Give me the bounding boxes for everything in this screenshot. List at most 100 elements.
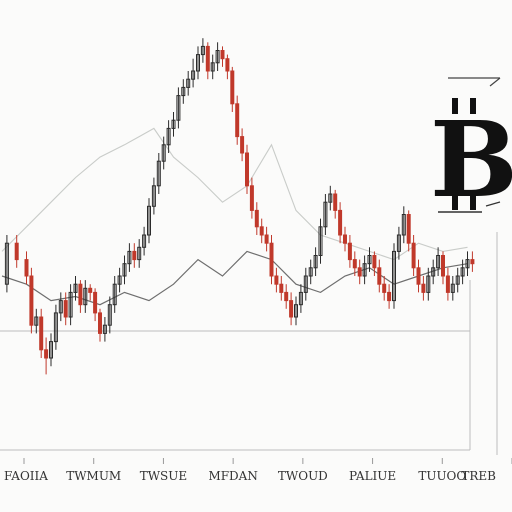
x-tick-label: FAOIIA	[4, 469, 48, 483]
candle-body	[44, 349, 49, 359]
background-line	[1, 127, 468, 261]
candle-body	[112, 283, 117, 306]
candle-body	[460, 267, 465, 277]
candle-body	[34, 316, 39, 326]
candle-body	[352, 259, 357, 269]
candle-body	[343, 234, 347, 244]
candle-body	[200, 45, 205, 56]
candle-body	[88, 287, 93, 293]
x-tick-label: TWOUD	[278, 469, 328, 483]
candle-body	[156, 160, 161, 187]
candle	[249, 177, 254, 219]
candle-body	[421, 283, 426, 293]
logo-stroke-hook	[489, 77, 501, 87]
candle	[127, 243, 132, 272]
candle-body	[441, 255, 445, 277]
candle	[196, 46, 200, 80]
candle-body	[39, 316, 44, 351]
x-tick-label: PALIUE	[349, 469, 396, 483]
candle-body	[171, 119, 176, 129]
candle	[264, 226, 269, 252]
candle-body	[465, 259, 470, 269]
x-tick-label: MFDAN	[208, 469, 257, 483]
candle-body	[186, 78, 191, 88]
chart-frame	[0, 232, 498, 455]
x-tick-label: TREB	[461, 469, 496, 483]
candle-body	[470, 259, 475, 265]
candle	[416, 259, 421, 293]
candle-body	[269, 242, 274, 277]
candle	[44, 337, 49, 375]
candle	[151, 177, 156, 215]
candle-body	[347, 242, 352, 261]
candle-body	[396, 234, 401, 252]
candle-body	[235, 103, 240, 138]
candle-body	[117, 275, 122, 285]
candle	[328, 185, 333, 211]
candle	[465, 251, 470, 276]
background-lines	[1, 127, 468, 306]
candle-body	[249, 185, 254, 211]
candle-body	[24, 259, 29, 277]
candle	[411, 235, 416, 276]
candle	[318, 218, 323, 264]
candle-body	[68, 291, 73, 318]
x-axis-ticks: FAOIIA TWMUM TWSUE MFDAN TWOUD PALIUE TUUOOTRE…	[4, 458, 512, 483]
candle	[254, 202, 259, 235]
candle-body	[328, 193, 333, 203]
candle	[308, 259, 313, 285]
candle-body	[333, 193, 338, 211]
candle-body	[58, 300, 63, 314]
candle	[39, 308, 44, 358]
candle-body	[450, 283, 455, 293]
candle	[357, 259, 362, 285]
candle	[323, 194, 328, 235]
candle-body	[181, 86, 186, 97]
candle-body	[78, 283, 83, 306]
candle-body	[303, 275, 308, 293]
candle-body	[431, 267, 436, 277]
logo-bar-bottom-right	[470, 194, 476, 210]
x-tick-label: TUUOO	[418, 469, 466, 483]
x-tick-label: TWSUE	[140, 469, 187, 483]
candle-body	[73, 283, 78, 293]
candle-body	[416, 267, 421, 285]
candle	[298, 284, 303, 313]
candle-body	[445, 275, 450, 293]
candle	[78, 280, 83, 313]
candle	[367, 247, 372, 272]
candle	[156, 153, 161, 194]
candle-body	[161, 144, 166, 162]
candle-body	[264, 234, 269, 244]
candle-body	[4, 242, 9, 285]
candle-body	[259, 226, 264, 236]
candle	[49, 333, 53, 367]
candle	[269, 235, 274, 285]
candle	[176, 87, 181, 129]
candle-body	[127, 250, 132, 265]
candle-body	[323, 201, 328, 228]
candle-body	[132, 250, 137, 261]
candle	[362, 255, 367, 285]
candle-body	[357, 267, 362, 277]
candle	[34, 308, 39, 334]
candle-body	[294, 304, 298, 318]
candle	[142, 226, 147, 256]
candle-body	[289, 300, 294, 318]
candle-body	[205, 45, 210, 72]
candle	[401, 206, 406, 244]
candle	[240, 128, 245, 162]
logo-bar-left	[452, 98, 458, 114]
candle-body	[142, 234, 147, 248]
candle-body	[367, 255, 372, 265]
candle	[460, 259, 465, 285]
candle	[68, 284, 73, 326]
candle	[352, 251, 357, 276]
candle	[93, 288, 98, 322]
candle	[4, 235, 9, 293]
candle-body	[401, 214, 406, 236]
candle	[24, 251, 29, 285]
candle	[73, 276, 78, 301]
